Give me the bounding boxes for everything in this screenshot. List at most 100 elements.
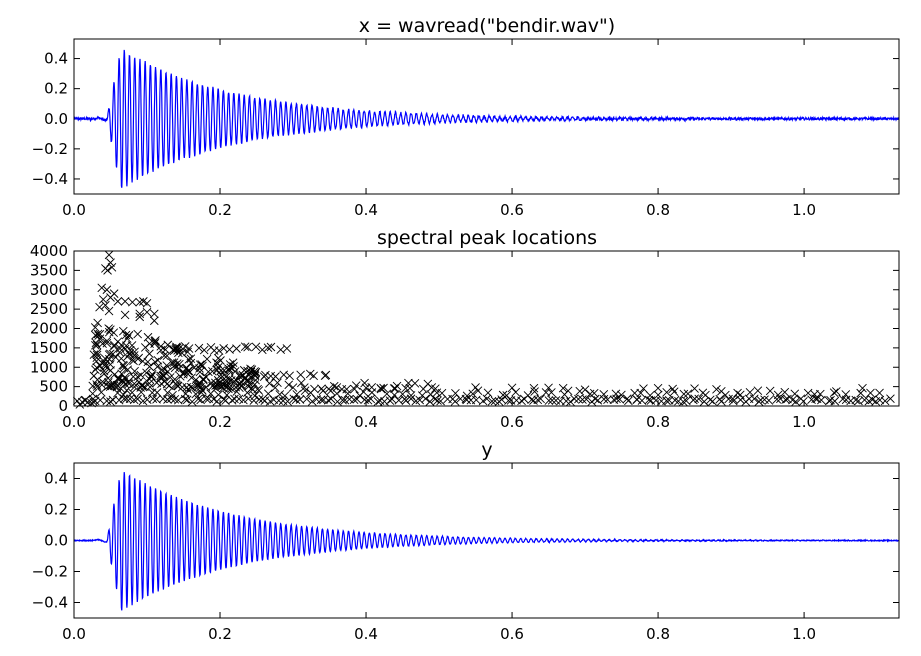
spectral-peak-marker — [92, 350, 102, 360]
spectral-peak-marker — [95, 334, 105, 344]
spectral-peak-marker — [756, 395, 765, 405]
spectral-peak-marker — [91, 340, 100, 350]
spectral-peak-marker — [254, 394, 264, 404]
spectral-peak-marker — [239, 395, 248, 405]
spectral-peak-marker — [578, 395, 587, 404]
spectral-peak-marker — [351, 381, 361, 390]
spectral-peak-marker — [139, 297, 148, 306]
spectral-peak-marker — [145, 349, 154, 359]
spectral-peak-marker — [735, 390, 745, 400]
spectral-peak-marker — [630, 388, 639, 398]
spectral-peak-marker — [133, 372, 142, 382]
subplot-waveform-y: y 0.0 0.2 0.4 0.6 0.8 1.0 0.4 0.2 0.0 −0.2 −0.4 — [32, 439, 900, 643]
spectral-peak-marker — [645, 391, 655, 400]
spectral-peak-marker — [462, 391, 472, 401]
spectral-peak-marker — [427, 383, 437, 392]
spectral-peak-marker — [404, 378, 413, 388]
spectral-peak-marker — [266, 342, 276, 352]
spectral-peak-marker — [250, 391, 260, 401]
spectral-peaks-xtick-label: 1.0 — [792, 413, 816, 431]
spectral-peak-marker — [379, 383, 388, 393]
spectral-peak-marker — [380, 397, 389, 406]
spectral-peak-marker — [140, 343, 150, 352]
spectral-peak-marker — [173, 346, 182, 355]
waveform-y-xtick-label: 0.0 — [62, 625, 86, 643]
spectral-peak-marker — [170, 394, 180, 404]
spectral-peak-marker — [93, 329, 103, 339]
waveform-y-ytick-label: −0.2 — [32, 563, 68, 581]
spectral-peak-marker — [172, 359, 182, 368]
spectral-peak-marker — [450, 397, 460, 406]
spectral-peak-marker — [91, 330, 100, 340]
spectral-peak-marker — [471, 383, 480, 392]
spectral-peak-marker — [799, 397, 808, 406]
spectral-peak-marker — [111, 352, 120, 362]
spectral-peak-marker — [164, 381, 174, 390]
spectral-peak-marker — [653, 383, 663, 393]
spectral-peak-marker — [275, 390, 285, 399]
spectral-peak-marker — [507, 383, 517, 393]
spectral-peak-marker — [279, 370, 289, 380]
spectral-peak-marker — [156, 373, 165, 383]
spectral-peak-marker — [222, 390, 232, 400]
spectral-peak-marker — [151, 336, 160, 345]
spectral-peak-marker — [114, 373, 123, 383]
spectral-peak-marker — [715, 394, 725, 404]
spectral-peak-marker — [98, 359, 107, 368]
spectral-peak-marker — [162, 351, 172, 361]
waveform-y-xtick-label: 1.0 — [792, 625, 816, 643]
spectral-peak-marker — [170, 375, 180, 384]
spectral-peak-marker — [302, 394, 312, 404]
spectral-peak-marker — [160, 365, 169, 374]
spectral-peak-marker — [125, 350, 134, 359]
spectral-peak-marker — [161, 345, 170, 354]
spectral-peak-marker — [216, 366, 226, 375]
spectral-peak-marker — [776, 394, 785, 404]
spectral-peak-marker — [174, 364, 184, 373]
spectral-peak-marker — [189, 363, 199, 373]
spectral-peak-marker — [858, 383, 867, 393]
spectral-peak-marker — [105, 382, 115, 392]
waveform-x-xtick-label: 0.4 — [354, 201, 378, 219]
waveform-y-axes-frame — [73, 462, 900, 619]
spectral-peak-marker — [133, 329, 143, 339]
spectral-peak-marker — [120, 297, 130, 306]
spectral-peak-marker — [724, 394, 733, 404]
waveform-x-xtick-label: 0.8 — [646, 201, 670, 219]
spectral-peak-marker — [529, 383, 539, 393]
spectral-peak-marker — [191, 375, 201, 385]
spectral-peak-marker — [197, 385, 207, 394]
spectral-peak-marker — [765, 386, 775, 396]
spectral-peak-marker — [502, 391, 512, 400]
spectral-peak-marker — [177, 348, 187, 358]
spectral-peak-marker — [851, 395, 861, 405]
waveform-y-series-line — [73, 472, 900, 611]
spectral-peak-marker — [829, 388, 839, 398]
spectral-peak-marker — [99, 369, 109, 378]
spectral-peak-marker — [169, 358, 179, 367]
spectral-peak-marker — [280, 391, 290, 401]
spectral-peak-marker — [307, 397, 317, 406]
spectral-peak-marker — [310, 384, 319, 394]
spectral-peak-marker — [136, 383, 145, 392]
waveform-x-axes-frame — [73, 38, 900, 195]
spectral-peak-marker — [426, 390, 436, 399]
waveform-x-xtick-label: 0.2 — [208, 201, 232, 219]
spectral-peak-marker — [112, 382, 122, 392]
spectral-peak-marker — [547, 395, 557, 405]
spectral-peak-marker — [436, 396, 445, 406]
spectral-peak-marker — [639, 384, 648, 393]
spectral-peak-marker — [152, 394, 161, 404]
spectral-peak-marker — [599, 389, 609, 399]
spectral-peak-marker — [163, 340, 173, 350]
spectral-peak-marker — [483, 388, 493, 398]
spectral-peak-marker — [566, 397, 575, 406]
spectral-peak-marker — [140, 382, 149, 391]
spectral-peak-marker — [690, 394, 699, 404]
spectral-peak-marker — [147, 369, 157, 379]
spectral-peak-marker — [670, 395, 680, 405]
spectral-peak-marker — [90, 323, 100, 332]
spectral-peaks-ytick-label: 1500 — [30, 339, 68, 357]
waveform-x-ytick-label: 0.2 — [44, 80, 68, 98]
spectral-peak-marker — [721, 390, 730, 400]
